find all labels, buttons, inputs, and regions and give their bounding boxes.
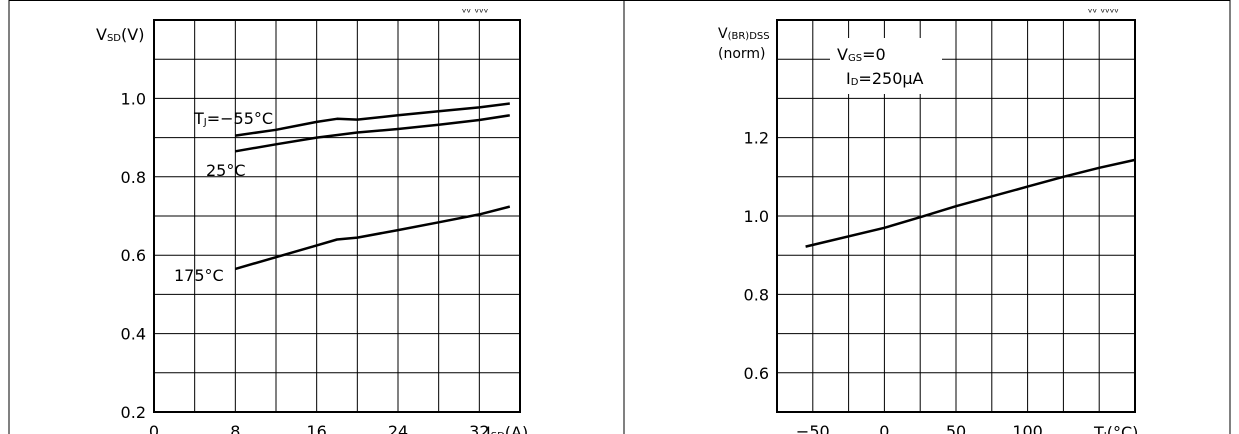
outer-frame xyxy=(8,0,1231,434)
left-y-axis-label: VSD(V) xyxy=(96,25,144,44)
left-x-tick-label: 24 xyxy=(388,422,408,434)
series-label-175c: 175°C xyxy=(174,266,224,285)
left-y-tick-label: 1.0 xyxy=(121,89,146,108)
left-y-tick-label: 0.2 xyxy=(121,403,146,422)
right-x-tick-labels: −50 0 50 100 xyxy=(796,422,1043,434)
left-x-tick-label: 8 xyxy=(230,422,240,434)
left-y-tick-label: 0.4 xyxy=(121,325,146,344)
right-series-line-0 xyxy=(805,158,1136,248)
right-x-tick-label: 50 xyxy=(946,422,966,434)
left-series-line-0 xyxy=(235,102,510,137)
left-x-axis-label: ISD(A) xyxy=(486,423,528,434)
series-label-25c: 25°C xyxy=(206,161,246,180)
left-x-tick-label: 16 xyxy=(306,422,326,434)
left-x-tick-label: 32 xyxy=(469,422,489,434)
right-chart: −50 0 50 100 0.6 0.8 1.0 1.2 V(BR)DSS (norm) T… xyxy=(718,6,1138,434)
right-x-tick-label: −50 xyxy=(796,422,830,434)
right-y-axis-norm: (norm) xyxy=(718,46,766,62)
annotation-box-bg xyxy=(830,38,942,94)
right-y-tick-label: 1.0 xyxy=(744,207,769,226)
left-series-line-1 xyxy=(235,114,510,153)
left-plot-frame xyxy=(153,19,521,413)
annotation-id: ID=250μA xyxy=(846,69,924,88)
right-corner-text: ᵛᵛ ᵛᵛᵛᵛ xyxy=(1088,6,1119,19)
right-y-tick-label: 0.6 xyxy=(744,364,769,383)
right-x-tick-label: 0 xyxy=(879,422,889,434)
left-x-tick-labels: 0 8 16 24 32 xyxy=(149,422,490,434)
right-y-tick-label: 0.8 xyxy=(744,285,769,304)
series-label-tj-55: TJ=−55°C xyxy=(193,109,273,128)
right-x-axis-label: TJ(°C) xyxy=(1093,423,1138,434)
right-y-tick-label: 1.2 xyxy=(744,129,769,148)
left-corner-text: ᵛᵛ ᵛᵛᵛ xyxy=(462,6,488,19)
left-y-tick-labels: 0.2 0.4 0.6 0.8 1.0 xyxy=(121,89,146,422)
left-chart: 0 8 16 24 32 0.2 0.4 0.6 0.8 1.0 VSD(V) ISD(A) ᵛ… xyxy=(96,6,528,434)
left-x-tick-label: 0 xyxy=(149,422,159,434)
right-plot-frame xyxy=(776,19,1136,413)
left-y-tick-label: 0.6 xyxy=(121,246,146,265)
right-y-axis-label: V(BR)DSS xyxy=(718,26,770,42)
right-series xyxy=(805,158,1136,248)
left-series-line-2 xyxy=(234,205,511,271)
annotation-vgs: VGS=0 xyxy=(837,45,886,64)
left-grid xyxy=(154,20,520,412)
right-x-tick-label: 100 xyxy=(1012,422,1043,434)
right-y-tick-labels: 0.6 0.8 1.0 1.2 xyxy=(744,129,769,383)
left-y-tick-label: 0.8 xyxy=(121,168,146,187)
left-series xyxy=(234,102,511,271)
